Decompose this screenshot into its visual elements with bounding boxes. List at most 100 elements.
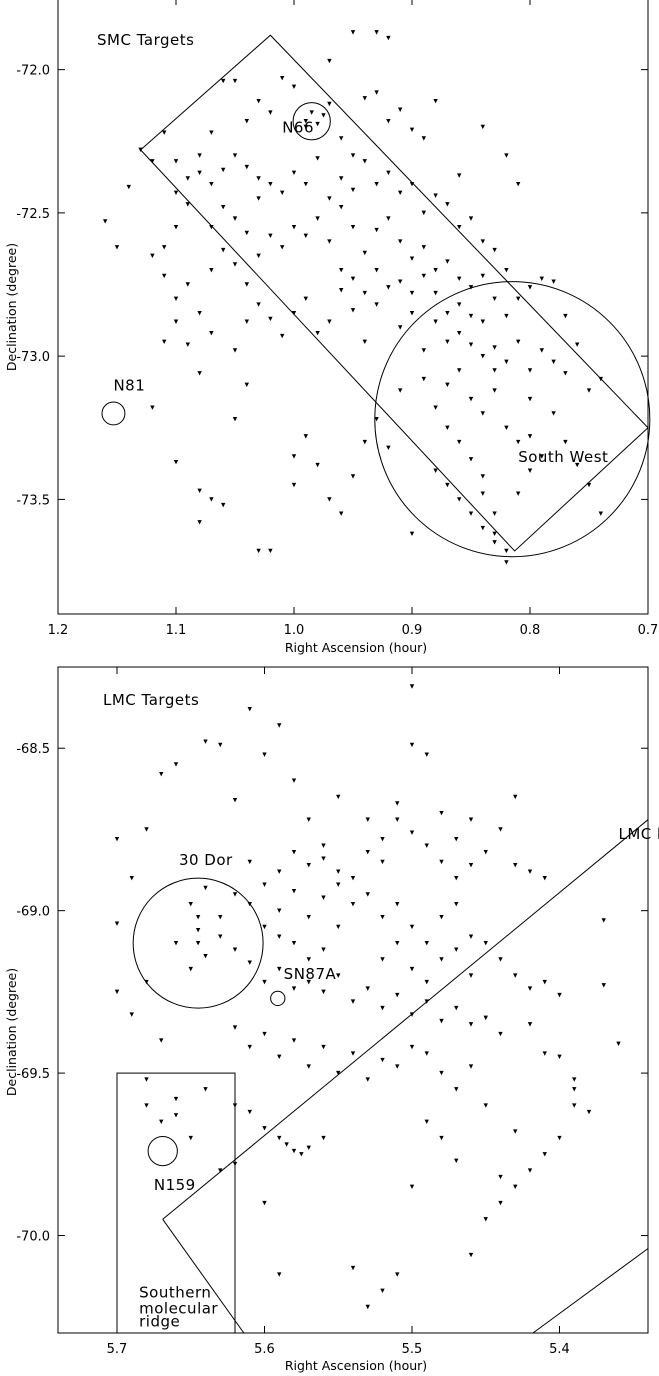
lmc-data-point bbox=[336, 794, 341, 800]
smc-chart-panel: SMC Targets Right Ascension (hour) Decli… bbox=[4, 0, 658, 655]
smc-data-point bbox=[480, 353, 485, 359]
lmc-data-point bbox=[159, 1038, 164, 1043]
smc-data-point bbox=[103, 219, 108, 224]
smc-data-point bbox=[197, 371, 202, 376]
smc-data-point bbox=[586, 388, 592, 393]
smc-data-point bbox=[516, 439, 521, 445]
smc-data-point bbox=[339, 136, 344, 141]
smc-data-point bbox=[185, 176, 190, 181]
lmc-data-point bbox=[424, 940, 429, 946]
lmc-data-point bbox=[498, 827, 503, 832]
lmc-data-point bbox=[262, 1126, 267, 1131]
lmc-data-point bbox=[395, 1272, 400, 1277]
smc-data-point bbox=[551, 411, 556, 416]
lmc-data-point bbox=[365, 817, 370, 822]
lmc-data-point bbox=[114, 836, 120, 842]
lmc-data-point bbox=[439, 1070, 444, 1076]
lmc-y-tick-label: -69.5 bbox=[16, 1067, 50, 1082]
lmc-data-point bbox=[336, 882, 341, 887]
lmc-data-point bbox=[277, 966, 282, 972]
smc-y-tick-label: -73.0 bbox=[16, 350, 50, 365]
smc-data-point bbox=[551, 279, 556, 284]
lmc-data-point bbox=[395, 817, 400, 822]
smc-data-point bbox=[173, 225, 179, 230]
lmc-data-point bbox=[218, 914, 223, 920]
smc-region-polygon bbox=[139, 34, 649, 552]
lmc-data-point bbox=[439, 1135, 444, 1141]
lmc-data-point bbox=[601, 918, 606, 923]
smc-data-point bbox=[457, 225, 462, 230]
smc-data-point bbox=[480, 124, 485, 130]
smc-data-point bbox=[303, 124, 308, 130]
smc-region-circle bbox=[292, 102, 331, 141]
lmc-data-point bbox=[203, 885, 208, 891]
lmc-data-point bbox=[336, 869, 341, 874]
smc-data-point bbox=[409, 256, 415, 261]
smc-data-point bbox=[398, 388, 403, 393]
lmc-data-point bbox=[439, 914, 444, 920]
lmc-data-point bbox=[277, 908, 282, 913]
lmc-data-point bbox=[498, 1031, 503, 1037]
lmc-annotation: ridge bbox=[139, 1313, 180, 1331]
lmc-data-point bbox=[262, 882, 267, 887]
lmc-data-point bbox=[439, 810, 444, 816]
smc-data-point bbox=[350, 187, 356, 193]
lmc-data-point bbox=[527, 1022, 533, 1027]
smc-data-point bbox=[492, 531, 497, 536]
smc-data-point bbox=[221, 247, 226, 253]
smc-data-point bbox=[173, 159, 179, 164]
lmc-y-tick-label: -68.5 bbox=[16, 742, 50, 757]
lmc-data-point bbox=[454, 875, 459, 881]
lmc-data-point bbox=[424, 752, 429, 757]
smc-data-point bbox=[433, 98, 438, 104]
smc-data-point bbox=[374, 182, 379, 187]
lmc-data-point bbox=[395, 992, 400, 998]
smc-data-point bbox=[291, 454, 297, 459]
smc-data-point bbox=[162, 245, 167, 250]
smc-data-point bbox=[185, 342, 190, 347]
smc-data-point bbox=[362, 339, 367, 345]
smc-data-point bbox=[527, 396, 533, 402]
lmc-data-point bbox=[350, 1051, 356, 1056]
smc-data-point bbox=[504, 359, 509, 365]
smc-x-tick-label: 0.7 bbox=[638, 623, 659, 638]
smc-data-point bbox=[504, 267, 509, 273]
lmc-data-point bbox=[513, 973, 518, 978]
smc-data-point bbox=[457, 276, 462, 281]
lmc-data-point bbox=[247, 1044, 252, 1050]
lmc-data-point bbox=[424, 1051, 429, 1056]
smc-data-point bbox=[539, 276, 544, 281]
lmc-data-point bbox=[159, 1119, 164, 1125]
smc-plot-frame bbox=[57, 0, 649, 615]
smc-data-point bbox=[209, 267, 214, 273]
lmc-annotation: 30 Dor bbox=[179, 851, 233, 869]
smc-data-point bbox=[504, 313, 509, 319]
lmc-data-point bbox=[513, 862, 518, 868]
lmc-region-circle bbox=[132, 877, 264, 1009]
smc-data-point bbox=[421, 376, 426, 382]
smc-data-point bbox=[492, 247, 497, 253]
lmc-data-point bbox=[365, 849, 370, 855]
lmc-region-rect bbox=[116, 1072, 236, 1334]
lmc-data-point bbox=[247, 707, 252, 712]
lmc-data-point bbox=[291, 1148, 297, 1154]
lmc-data-point bbox=[454, 901, 459, 907]
lmc-data-point bbox=[284, 1142, 289, 1147]
smc-data-point bbox=[339, 267, 344, 273]
smc-ticks: 1.2 1.1 1.0 0.9 0.8 0.7 -72.0 -72.5 -73.0 -73.5 bbox=[16, 0, 658, 638]
smc-data-point bbox=[268, 182, 273, 187]
lmc-data-point bbox=[483, 940, 488, 946]
lmc-data-point bbox=[380, 859, 385, 865]
smc-data-point bbox=[445, 382, 450, 387]
lmc-points bbox=[114, 684, 621, 1310]
smc-data-point bbox=[221, 167, 226, 173]
smc-data-point bbox=[256, 253, 261, 259]
smc-data-point bbox=[563, 313, 568, 319]
smc-data-point bbox=[350, 153, 356, 158]
lmc-data-point bbox=[195, 927, 201, 933]
smc-data-point bbox=[280, 333, 285, 339]
smc-data-point bbox=[185, 202, 190, 207]
smc-data-point bbox=[468, 457, 474, 462]
smc-data-point bbox=[527, 468, 533, 473]
lmc-x-tick-label: 5.5 bbox=[402, 1342, 423, 1357]
